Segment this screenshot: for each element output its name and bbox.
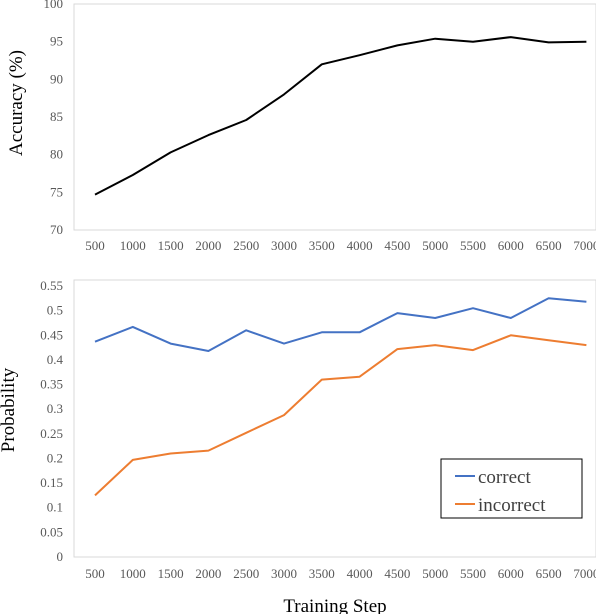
- accuracy-y-tick-label: 75: [50, 184, 63, 199]
- accuracy-line-series-0: [94, 36, 587, 196]
- accuracy-y-tick-label: 80: [50, 147, 63, 162]
- accuracy-x-ticks: 500 1000 1500 2000 2500 3000 3500 4000 4500 5000 5…: [85, 238, 596, 253]
- probability-x-tick-label: 4000: [347, 566, 373, 581]
- probability-plot-frame: [73, 279, 596, 558]
- accuracy-x-tick-label: 3500: [309, 238, 335, 253]
- probability-chart: 0 0.05 0.1 0.15 0.2 0.25 0.3 0.35 0.4 0.45 0.5 0.55…: [0, 278, 596, 614]
- probability-x-tick-label: 6500: [536, 566, 562, 581]
- probability-x-tick-label: 3500: [309, 566, 335, 581]
- accuracy-x-tick-label: 4000: [347, 238, 373, 253]
- probability-y-tick-label: 0.45: [40, 327, 63, 342]
- probability-y-tick-label: 0.15: [40, 475, 63, 490]
- accuracy-y-ticks: 70 75 80 85 90 95 100: [44, 0, 64, 237]
- probability-x-ticks: 500 1000 1500 2000 2500 3000 3500 4000 4500 5000 5…: [85, 566, 596, 581]
- probability-x-tick-label: 2000: [195, 566, 221, 581]
- accuracy-x-tick-label: 1000: [120, 238, 146, 253]
- accuracy-x-tick-label: 4500: [384, 238, 410, 253]
- legend-label-incorrect: incorrect: [478, 495, 546, 516]
- probability-x-tick-label: 5000: [422, 566, 448, 581]
- accuracy-x-tick-label: 7000: [573, 238, 596, 253]
- probability-y-tick-label: 0.4: [47, 352, 64, 367]
- accuracy-x-tick-label: 5500: [460, 238, 486, 253]
- legend-box: [440, 458, 583, 519]
- probability-y-tick-label: 0.2: [47, 450, 63, 465]
- legend-label-correct: correct: [478, 467, 531, 488]
- accuracy-x-tick-label: 1500: [158, 238, 184, 253]
- legend: correct incorrect: [440, 458, 583, 519]
- probability-y-ticks: 0 0.05 0.1 0.15 0.2 0.25 0.3 0.35 0.4 0.45 0.5 0.55: [40, 278, 63, 564]
- probability-y-tick-label: 0.5: [47, 303, 63, 318]
- accuracy-x-tick-label: 5000: [422, 238, 448, 253]
- accuracy-y-tick-label: 90: [50, 71, 63, 86]
- accuracy-series: [94, 36, 587, 196]
- probability-x-tick-label: 3000: [271, 566, 297, 581]
- probability-x-tick-label: 5500: [460, 566, 486, 581]
- probability-x-tick-label: 6000: [498, 566, 524, 581]
- accuracy-y-tick-label: 70: [50, 222, 63, 237]
- probability-y-tick-label: 0.3: [47, 401, 63, 416]
- probability-line-incorrect: [94, 334, 587, 497]
- accuracy-x-tick-label: 6000: [498, 238, 524, 253]
- probability-y-tick-label: 0.35: [40, 377, 63, 392]
- probability-y-tick-label: 0.25: [40, 426, 63, 441]
- accuracy-x-tick-label: 3000: [271, 238, 297, 253]
- probability-line-correct: [94, 297, 587, 352]
- probability-y-tick-label: 0.05: [40, 524, 63, 539]
- probability-x-tick-label: 1500: [158, 566, 184, 581]
- probability-y-tick-label: 0: [57, 549, 64, 564]
- probability-y-axis-title: Probability: [0, 367, 19, 452]
- accuracy-y-tick-label: 95: [50, 34, 63, 49]
- probability-series: [94, 297, 587, 497]
- accuracy-y-axis-title: Accuracy (%): [6, 50, 27, 156]
- probability-y-tick-label: 0.1: [47, 500, 63, 515]
- accuracy-x-tick-label: 2500: [233, 238, 259, 253]
- accuracy-x-tick-label: 2000: [195, 238, 221, 253]
- probability-x-tick-label: 500: [85, 566, 105, 581]
- probability-x-tick-label: 7000: [573, 566, 596, 581]
- probability-x-tick-label: 1000: [120, 566, 146, 581]
- probability-y-tick-label: 0.55: [40, 278, 63, 293]
- accuracy-y-tick-label: 100: [44, 0, 64, 11]
- accuracy-y-tick-label: 85: [50, 109, 63, 124]
- probability-x-tick-label: 4500: [384, 566, 410, 581]
- accuracy-plot-frame: [73, 3, 596, 231]
- accuracy-x-tick-label: 6500: [536, 238, 562, 253]
- probability-x-axis-title: Training Step: [283, 596, 386, 614]
- accuracy-x-tick-label: 500: [85, 238, 105, 253]
- accuracy-chart: 70 75 80 85 90 95 100 500 1000 1500 2000 2500 3000 3…: [6, 0, 596, 253]
- probability-x-tick-label: 2500: [233, 566, 259, 581]
